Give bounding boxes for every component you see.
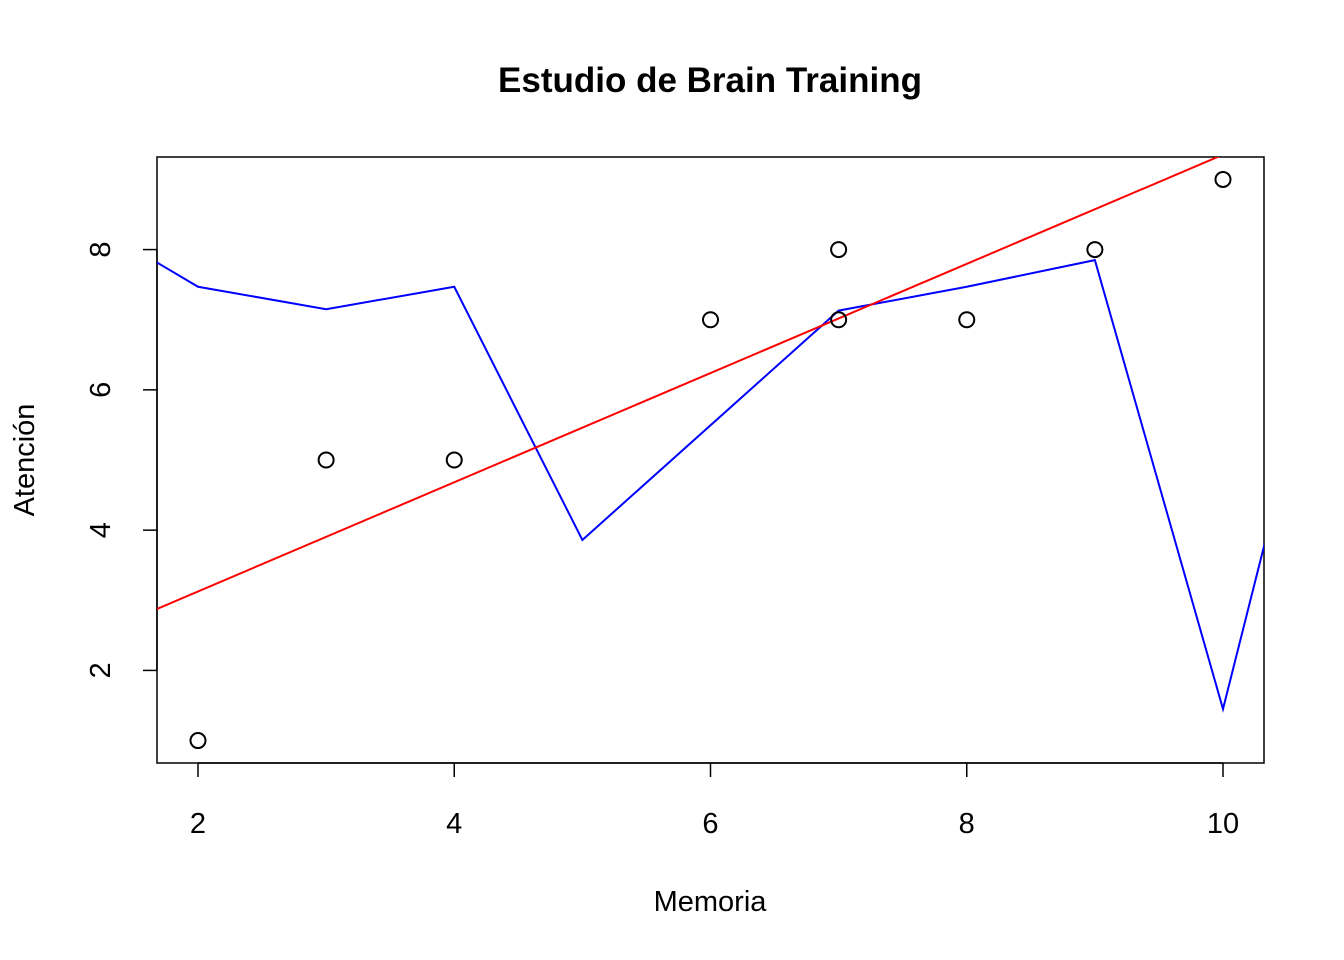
series-layer [157,157,1264,713]
x-tick-label: 4 [446,808,462,840]
y-axis-label: Atención [9,404,41,517]
plot-frame [156,156,1265,764]
data-point [189,732,207,750]
chart-title: Estudio de Brain Training [498,61,922,100]
data-point [702,311,719,329]
data-point [317,451,335,469]
data-point [1086,241,1104,259]
points-layer [189,170,1232,750]
data-point [830,241,848,259]
data-point [1214,170,1232,188]
y-tick-label: 4 [85,522,117,538]
x-axis-label: Memoria [654,886,768,918]
data-point [445,451,463,469]
x-tick-label: 6 [702,808,718,840]
regression-line [157,157,1221,610]
x-axis: 2 4 6 8 10 [190,762,1239,840]
y-axis: 2 4 6 8 [85,242,158,678]
x-tick-label: 2 [190,808,206,840]
data-point [830,311,848,329]
data-point [958,311,976,329]
y-tick-label: 8 [85,242,117,258]
y-tick-label: 6 [85,382,117,398]
y-tick-label: 2 [85,662,117,678]
x-tick-label: 10 [1207,808,1239,840]
x-tick-label: 8 [959,808,975,840]
fitted-line-series [157,258,1264,713]
